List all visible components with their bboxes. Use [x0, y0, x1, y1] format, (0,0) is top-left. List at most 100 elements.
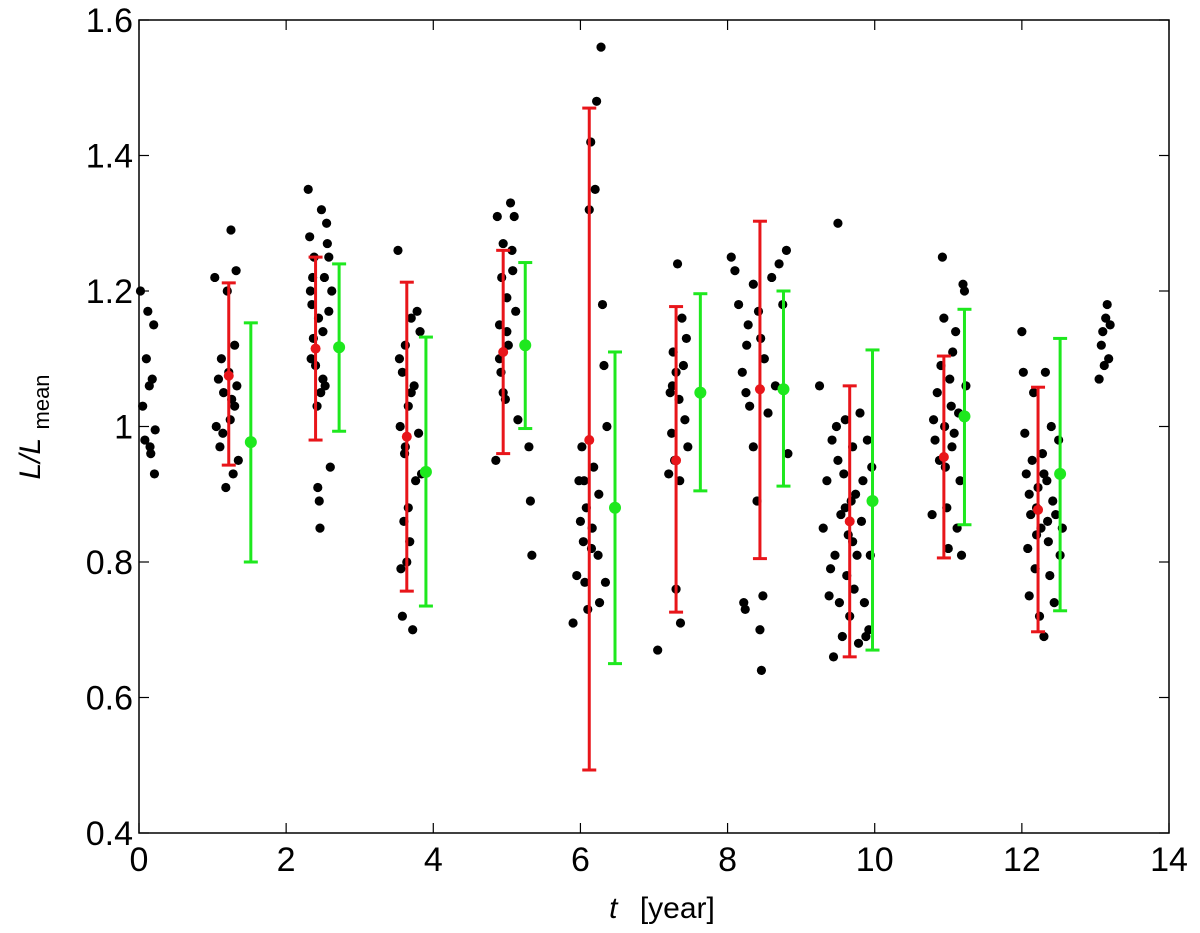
data-point	[928, 415, 939, 425]
red-mean-point	[498, 346, 509, 357]
y-axis-label: L/L mean	[14, 374, 54, 479]
green-errorbar	[957, 307, 972, 527]
data-point	[859, 598, 870, 608]
green-errorbar	[608, 350, 623, 666]
green-mean-point	[519, 339, 532, 352]
data-point	[955, 476, 965, 486]
data-point	[147, 374, 157, 384]
data-point	[849, 584, 859, 594]
data-point	[230, 340, 240, 350]
red-errorbar	[221, 281, 236, 467]
data-point	[675, 618, 686, 628]
data-point	[956, 550, 967, 560]
data-point	[947, 442, 957, 452]
data-point	[840, 415, 850, 425]
red-errorbar	[399, 280, 414, 593]
data-point	[1037, 449, 1048, 459]
data-point	[740, 604, 750, 615]
green-errorbar	[332, 262, 347, 433]
data-point	[1039, 469, 1049, 479]
data-point	[141, 354, 151, 364]
data-point	[734, 299, 744, 310]
green-mean-point	[609, 501, 622, 514]
green-mean-point	[419, 465, 432, 478]
data-point	[395, 421, 405, 432]
data-point	[306, 354, 316, 364]
data-point	[412, 306, 422, 316]
green-mean-point	[777, 383, 790, 396]
data-point	[579, 476, 589, 486]
data-point	[767, 272, 777, 283]
data-point	[834, 598, 845, 608]
data-point	[524, 442, 534, 452]
data-point	[959, 286, 970, 296]
data-point	[783, 449, 793, 459]
data-point	[600, 577, 611, 587]
data-point	[1024, 489, 1034, 499]
red-mean-point	[754, 384, 765, 395]
green-errorbar	[693, 292, 708, 493]
data-point	[840, 503, 850, 513]
data-point	[211, 421, 221, 432]
data-point	[930, 435, 940, 445]
y-axis-subscript: mean	[29, 374, 54, 429]
data-point	[948, 347, 958, 357]
data-point	[1046, 421, 1056, 432]
green-errorbar	[776, 289, 791, 488]
data-point	[1094, 374, 1104, 384]
green-mean-point	[333, 341, 346, 354]
data-point	[594, 489, 604, 499]
x-tick-label: 6	[571, 841, 590, 879]
data-point	[1027, 455, 1037, 465]
data-point	[602, 421, 612, 432]
x-tick-label: 0	[130, 841, 149, 879]
data-point	[218, 428, 228, 438]
data-point	[683, 442, 693, 452]
data-point	[1043, 537, 1053, 547]
data-point	[397, 367, 407, 377]
data-point	[839, 469, 849, 479]
data-point	[503, 340, 513, 350]
data-point	[756, 665, 767, 676]
data-point	[592, 96, 602, 106]
data-point	[748, 442, 758, 452]
green-errorbar	[418, 335, 433, 608]
x-tick-label: 12	[1003, 841, 1041, 879]
x-tick-label: 10	[856, 841, 894, 879]
data-point	[850, 489, 861, 499]
data-point	[818, 523, 828, 533]
data-point	[327, 286, 337, 296]
data-point	[221, 482, 231, 493]
data-point	[397, 611, 407, 621]
data-point	[836, 509, 846, 520]
data-point	[233, 455, 243, 465]
data-point	[1024, 591, 1034, 601]
data-point	[1017, 327, 1027, 337]
data-point	[597, 299, 608, 310]
data-point	[949, 428, 959, 438]
data-point	[758, 591, 768, 601]
data-point	[1049, 598, 1059, 608]
data-point	[822, 476, 832, 486]
data-point	[590, 184, 600, 194]
data-point	[653, 645, 663, 655]
x-tick-label: 8	[718, 841, 737, 879]
data-point	[525, 496, 536, 506]
data-point	[833, 455, 843, 465]
data-point	[672, 259, 683, 269]
data-point	[837, 631, 847, 642]
data-point	[1051, 509, 1061, 520]
x-tick-label: 14	[1150, 841, 1188, 879]
data-point	[138, 401, 148, 411]
data-point	[513, 415, 523, 425]
data-point	[1105, 320, 1115, 330]
data-point	[319, 272, 329, 283]
data-point	[852, 550, 862, 560]
data-point	[575, 516, 586, 526]
data-point	[599, 360, 609, 371]
green-mean-point	[866, 495, 879, 508]
data-point	[1098, 327, 1108, 337]
plot-area	[139, 20, 1169, 833]
red-mean-point	[584, 435, 595, 446]
data-point	[927, 509, 937, 520]
